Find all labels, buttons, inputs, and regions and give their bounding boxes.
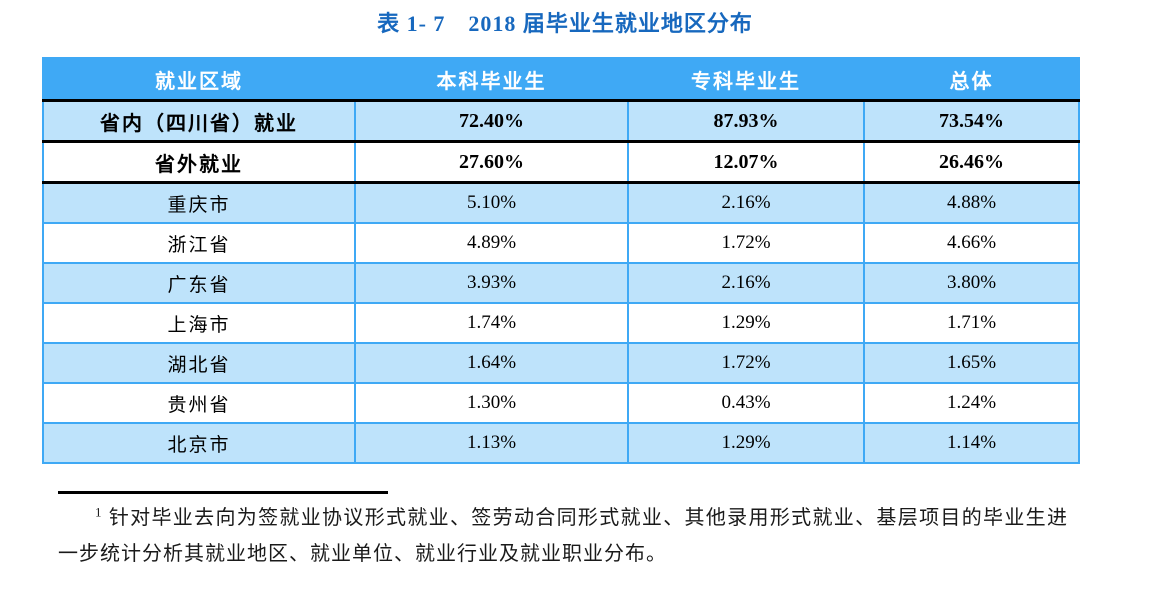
row-label: 省外就业 (42, 140, 356, 184)
table-row: 广东省 3.93% 2.16% 3.80% (42, 262, 1080, 304)
table-row: 贵州省 1.30% 0.43% 1.24% (42, 382, 1080, 424)
table-row: 省内（四川省）就业 72.40% 87.93% 73.54% (42, 99, 1080, 143)
row-label: 广东省 (42, 262, 356, 304)
table-body: 省内（四川省）就业 72.40% 87.93% 73.54% 省外就业 27.60% 12.… (42, 99, 1080, 464)
column-header-4: 总体 (863, 57, 1080, 102)
row-value: 4.89% (354, 222, 629, 264)
table-header: 就业区域 本科毕业生 专科毕业生 总体 (42, 57, 1080, 102)
row-label: 北京市 (42, 422, 356, 464)
row-value: 87.93% (627, 99, 865, 143)
row-value: 4.88% (863, 181, 1080, 224)
column-header-3: 专科毕业生 (627, 57, 865, 102)
header-row: 就业区域 本科毕业生 专科毕业生 总体 (42, 57, 1080, 102)
row-value: 1.29% (627, 422, 865, 464)
row-value: 1.72% (627, 222, 865, 264)
row-value: 4.66% (863, 222, 1080, 264)
column-header-2: 本科毕业生 (354, 57, 629, 102)
footnote-marker: 1 (95, 504, 103, 520)
row-value: 73.54% (863, 99, 1080, 143)
footnote: 1 针对毕业去向为签就业协议形式就业、签劳动合同形式就业、其他录用形式就业、基层… (58, 500, 1068, 572)
table-row: 上海市 1.74% 1.29% 1.71% (42, 302, 1080, 344)
row-label: 贵州省 (42, 382, 356, 424)
row-value: 5.10% (354, 181, 629, 224)
table-row: 浙江省 4.89% 1.72% 4.66% (42, 222, 1080, 264)
column-header-1: 就业区域 (42, 57, 356, 102)
row-value: 1.13% (354, 422, 629, 464)
row-value: 3.80% (863, 262, 1080, 304)
row-label: 湖北省 (42, 342, 356, 384)
footnote-text: 针对毕业去向为签就业协议形式就业、签劳动合同形式就业、其他录用形式就业、基层项目… (58, 507, 1069, 565)
row-value: 26.46% (863, 140, 1080, 184)
row-value: 1.74% (354, 302, 629, 344)
table-row: 重庆市 5.10% 2.16% 4.88% (42, 181, 1080, 224)
row-value: 1.72% (627, 342, 865, 384)
row-label: 浙江省 (42, 222, 356, 264)
row-value: 12.07% (627, 140, 865, 184)
row-value: 1.71% (863, 302, 1080, 344)
row-label: 上海市 (42, 302, 356, 344)
row-value: 1.65% (863, 342, 1080, 384)
row-value: 1.30% (354, 382, 629, 424)
row-value: 1.29% (627, 302, 865, 344)
row-value: 2.16% (627, 181, 865, 224)
employment-region-table: 就业区域 本科毕业生 专科毕业生 总体 省内（四川省）就业 72.40% 87.93% 73… (42, 57, 1080, 464)
row-value: 0.43% (627, 382, 865, 424)
table-row: 省外就业 27.60% 12.07% 26.46% (42, 140, 1080, 184)
row-value: 27.60% (354, 140, 629, 184)
table-row: 湖北省 1.64% 1.72% 1.65% (42, 342, 1080, 384)
row-label: 省内（四川省）就业 (42, 99, 356, 143)
row-label: 重庆市 (42, 181, 356, 224)
table-row: 北京市 1.13% 1.29% 1.14% (42, 422, 1080, 464)
table-title: 表 1- 7 2018 届毕业生就业地区分布 (377, 11, 753, 36)
row-value: 1.24% (863, 382, 1080, 424)
row-value: 72.40% (354, 99, 629, 143)
row-value: 1.14% (863, 422, 1080, 464)
row-value: 2.16% (627, 262, 865, 304)
row-value: 1.64% (354, 342, 629, 384)
row-value: 3.93% (354, 262, 629, 304)
footnote-separator (58, 491, 388, 494)
